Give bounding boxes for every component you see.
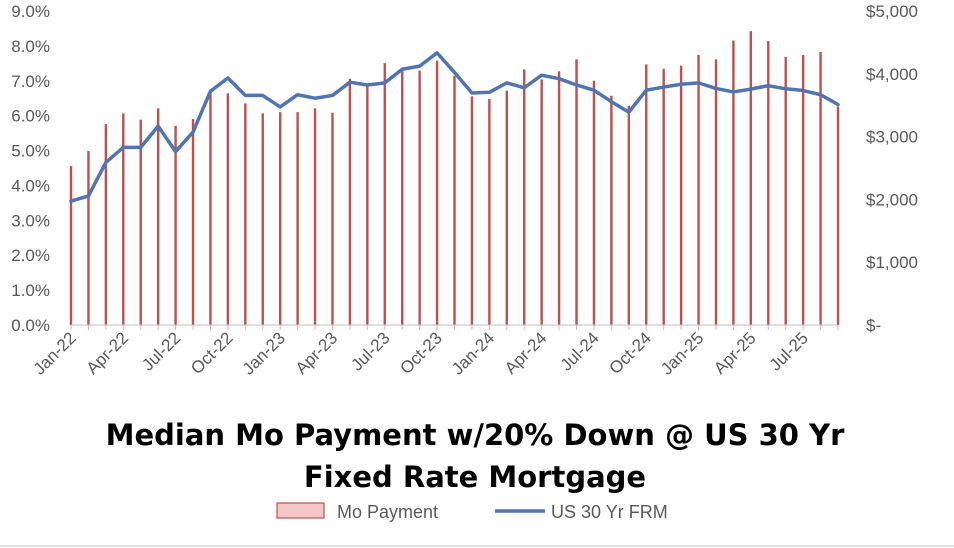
x-tick-label: Jan-23 — [239, 328, 289, 378]
bar-Aug-24 — [610, 95, 613, 325]
left-tick-label: 5.0% — [11, 142, 50, 161]
left-tick-label: 0.0% — [11, 316, 50, 335]
left-tick-label: 1.0% — [11, 281, 50, 300]
bar-Jun-25 — [784, 56, 787, 326]
bar-Feb-24 — [505, 90, 508, 325]
bar-Apr-22 — [122, 113, 125, 325]
bar-Jan-25 — [697, 54, 700, 326]
bar-Nov-24 — [662, 68, 665, 325]
chart-title-line-2: Fixed Rate Mortgage — [304, 460, 646, 494]
bar-Dec-24 — [679, 65, 683, 326]
bar-May-23 — [348, 78, 352, 325]
right-tick-label: $1,000 — [866, 253, 918, 272]
x-tick-label: Jan-24 — [448, 328, 498, 378]
x-tick-label: Oct-22 — [187, 328, 237, 378]
bar-Feb-25 — [714, 59, 718, 326]
bar-Jul-23 — [383, 63, 386, 326]
mo-payment-bars — [69, 31, 840, 326]
left-tick-label: 9.0% — [11, 2, 50, 21]
bar-Feb-23 — [296, 112, 299, 325]
bar-Mar-23 — [313, 108, 317, 325]
left-tick-label: 7.0% — [11, 72, 50, 91]
x-tick-label: Jul-23 — [347, 328, 393, 374]
bar-May-25 — [767, 41, 770, 325]
left-tick-label: 8.0% — [11, 37, 50, 56]
right-tick-label: $3,000 — [866, 128, 918, 147]
x-tick-label: Apr-24 — [501, 328, 551, 378]
legend-mo-payment-label: Mo Payment — [337, 502, 438, 522]
bar-Oct-22 — [226, 93, 230, 325]
us-30yr-frm-line — [69, 51, 840, 203]
bar-Mar-22 — [104, 124, 108, 325]
bar-Dec-23 — [470, 96, 474, 326]
bar-Sep-25 — [836, 106, 840, 326]
left-tick-label: 2.0% — [11, 246, 50, 265]
x-tick-label: Apr-22 — [83, 328, 133, 378]
legend: Mo Payment US 30 Yr FRM — [276, 502, 668, 522]
chart-title-line-1: Median Mo Payment w/20% Down @ US 30 Yr — [106, 418, 845, 452]
left-tick-label: 4.0% — [11, 176, 50, 195]
bar-Jul-25 — [801, 54, 805, 326]
right-tick-label: $4,000 — [866, 65, 918, 84]
bar-Mar-25 — [732, 40, 735, 326]
bar-Jan-22 — [69, 166, 73, 325]
bar-Sep-22 — [209, 89, 212, 325]
right-axis: $- $1,000 $2,000 $3,000 $4,000 $5,000 — [866, 2, 918, 335]
bar-Feb-22 — [87, 151, 90, 325]
bar-Mar-24 — [523, 69, 526, 326]
right-tick-label: $- — [866, 316, 881, 335]
bar-Apr-23 — [331, 112, 334, 326]
right-tick-label: $2,000 — [866, 190, 918, 209]
left-tick-label: 3.0% — [11, 211, 50, 230]
left-axis: 0.0% 1.0% 2.0% 3.0% 4.0% 5.0% 6.0% 7.0% 8.0% 9.0% — [11, 2, 50, 335]
legend-mo-payment-swatch — [276, 502, 325, 519]
bar-Jun-22 — [156, 108, 160, 325]
bar-Dec-22 — [261, 113, 264, 325]
x-tick-label: Jul-25 — [766, 328, 812, 374]
x-tick-label: Apr-23 — [292, 328, 342, 378]
bar-May-24 — [557, 71, 561, 326]
bar-Sep-23 — [418, 70, 421, 325]
bar-Aug-23 — [401, 68, 404, 325]
legend-frm-label: US 30 Yr FRM — [551, 502, 668, 522]
bar-Apr-25 — [749, 31, 753, 325]
left-tick-label: 6.0% — [11, 107, 50, 126]
x-tick-label: Jul-24 — [557, 328, 603, 374]
x-axis: Jan-22 Apr-22 Jul-22 Oct-22 Jan-23 Apr-23 Jul-… — [30, 328, 812, 378]
x-axis-tick-marks — [70, 325, 839, 330]
x-tick-label: Oct-23 — [396, 328, 446, 378]
bar-Sep-24 — [627, 105, 631, 325]
bar-Jun-23 — [366, 85, 369, 325]
bar-Jun-24 — [575, 59, 578, 326]
bar-Nov-23 — [453, 75, 456, 326]
bar-Apr-24 — [540, 79, 543, 326]
bar-Jul-22 — [174, 125, 177, 325]
x-tick-label: Apr-25 — [710, 328, 760, 378]
x-tick-label: Oct-24 — [606, 328, 656, 378]
bar-Aug-25 — [819, 51, 822, 325]
right-tick-label: $5,000 — [866, 2, 918, 21]
bar-Nov-22 — [244, 103, 247, 325]
bar-Jul-24 — [592, 80, 596, 325]
bar-Jan-23 — [278, 112, 282, 325]
bar-Aug-22 — [191, 119, 195, 326]
x-tick-label: Jul-22 — [138, 328, 184, 374]
bar-Oct-23 — [435, 60, 439, 325]
bar-Jan-24 — [488, 98, 491, 325]
bar-Oct-24 — [645, 64, 648, 325]
x-tick-label: Jan-22 — [30, 328, 80, 378]
bar-May-22 — [139, 119, 142, 325]
x-tick-label: Jan-25 — [657, 328, 707, 378]
